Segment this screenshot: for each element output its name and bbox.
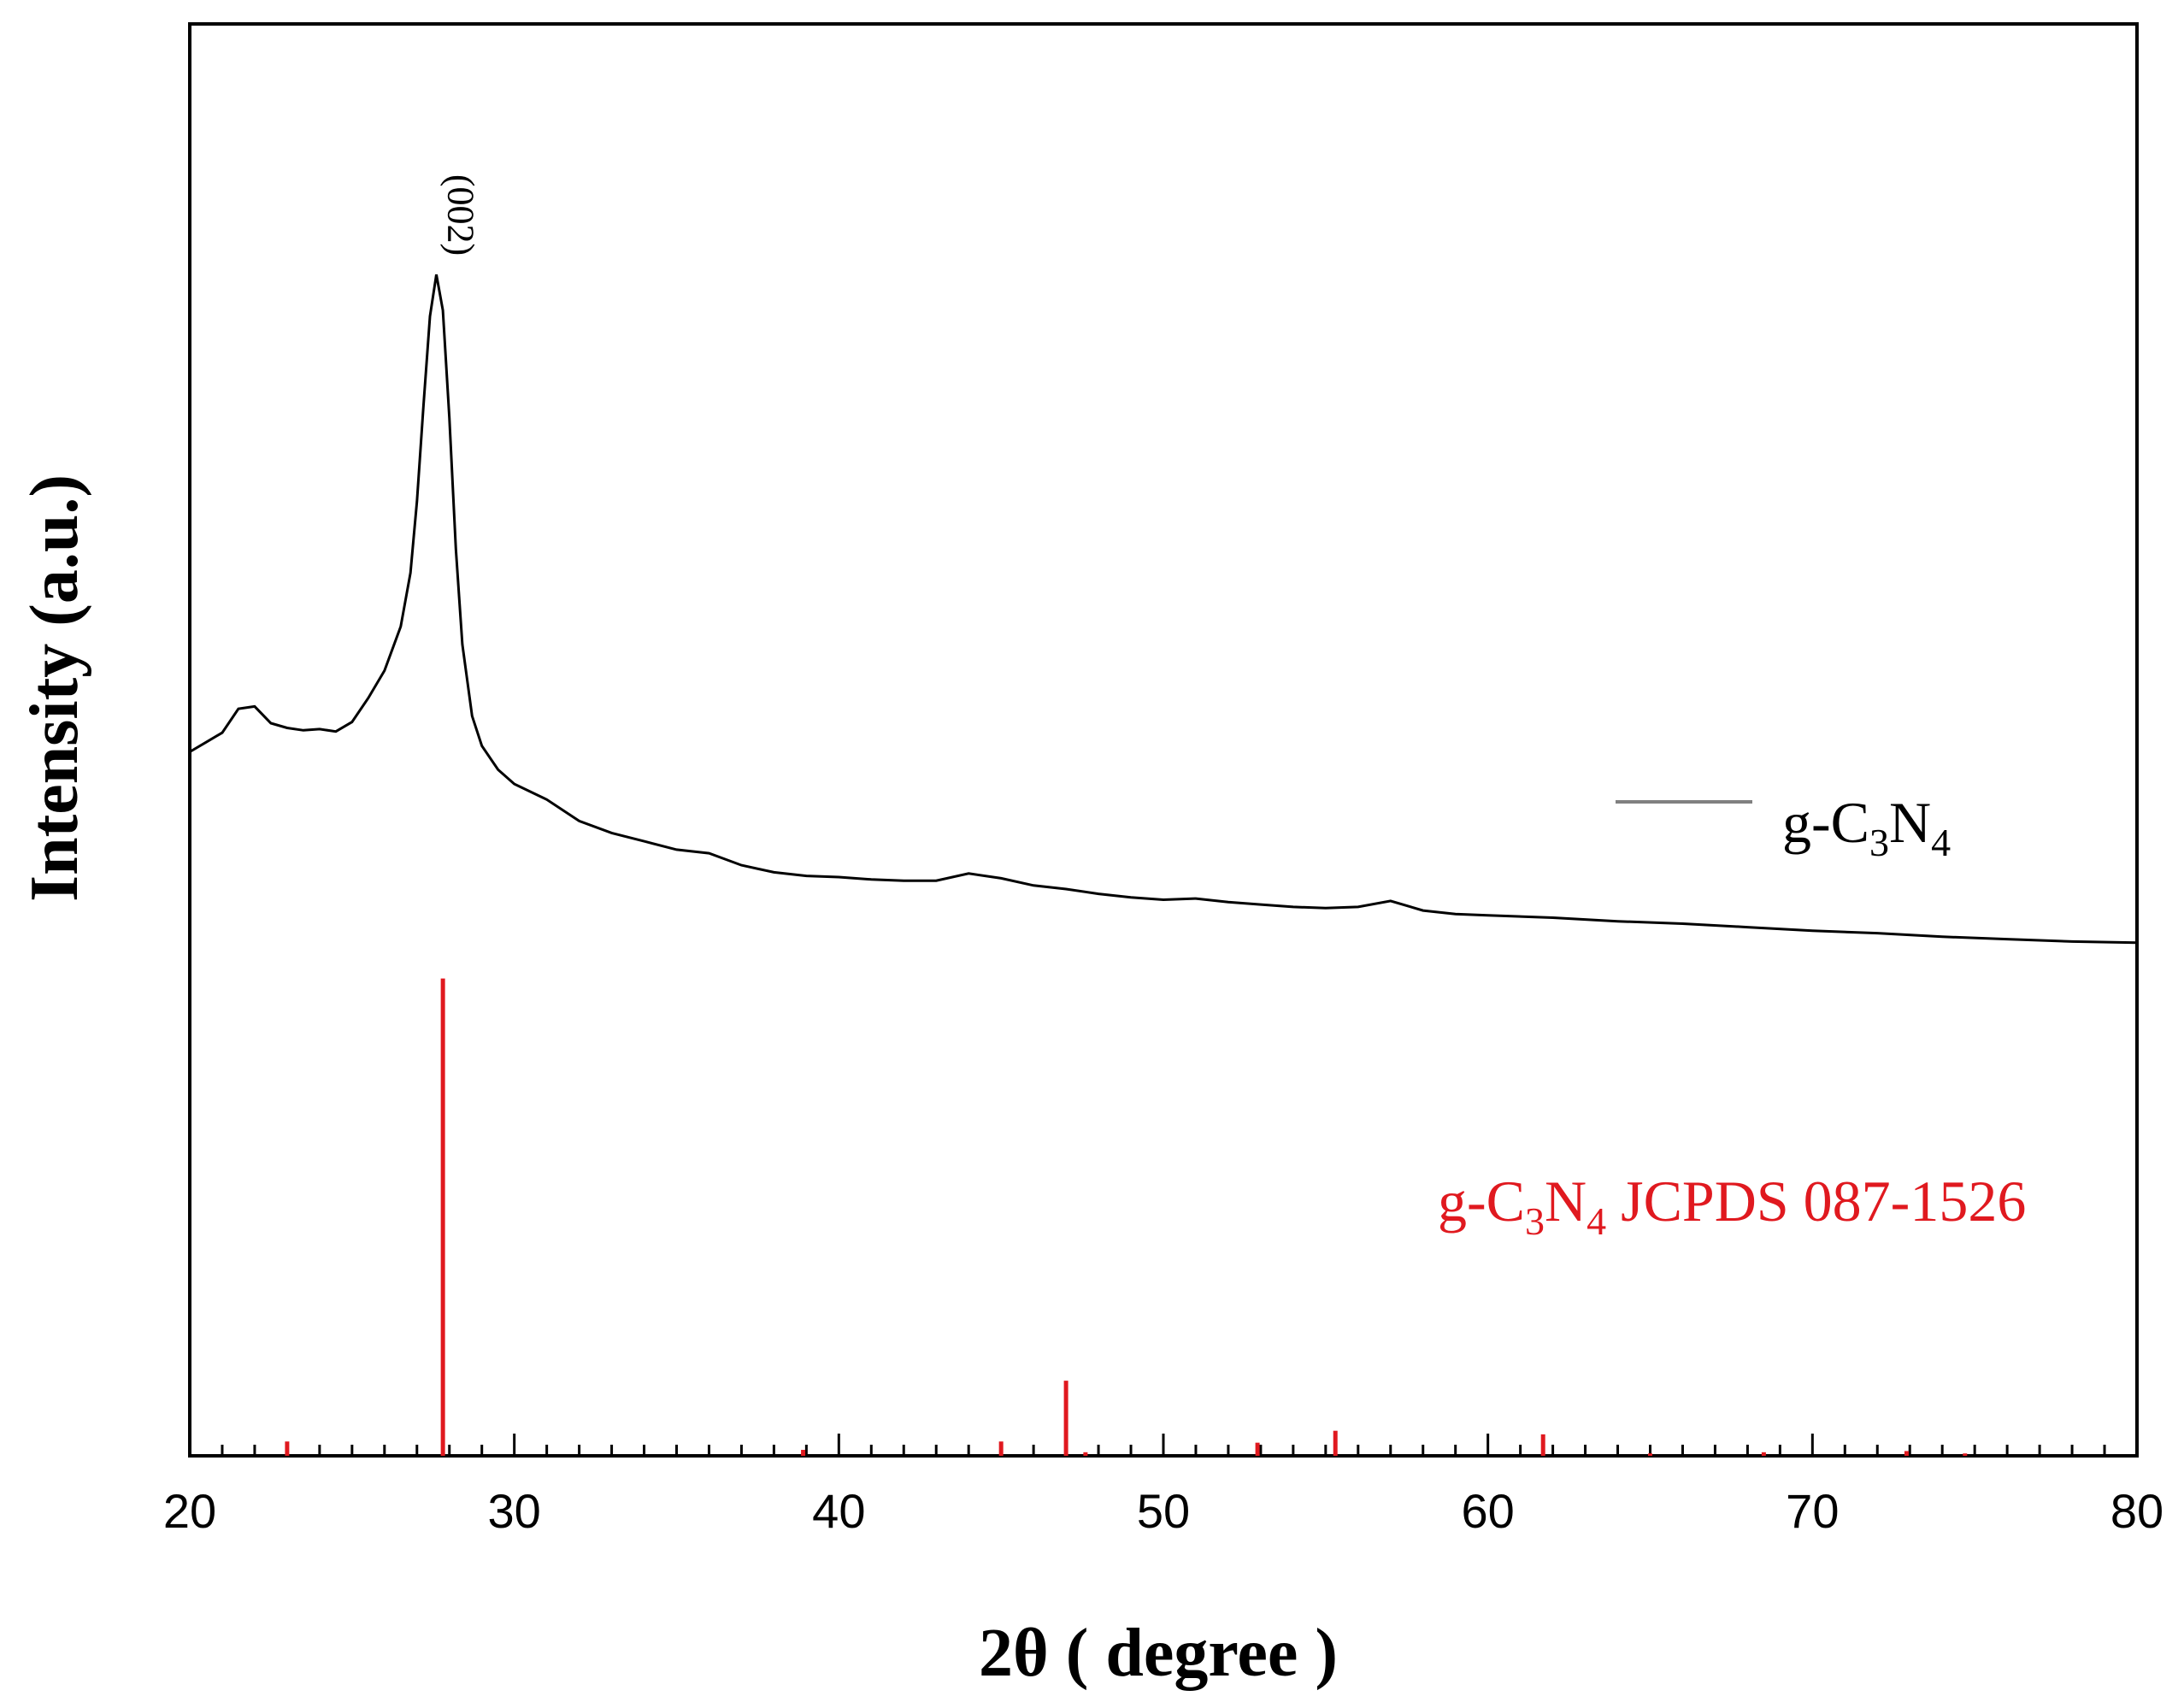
x-axis-tick-labels: 20 30 40 50 60 70 80	[163, 1484, 2163, 1538]
y-axis-title: Intensity (a.u.)	[17, 474, 92, 902]
peak-annotations: (002)	[440, 174, 482, 256]
x-tick-label: 80	[2110, 1484, 2163, 1538]
legend-2-sub1: 3	[1525, 1199, 1545, 1243]
legend-label-pattern: g-C3N4	[1782, 790, 1951, 864]
peak-label-002: (002)	[440, 174, 482, 256]
legend-2-suffix: JCPDS 087-1526	[1606, 1169, 2026, 1234]
x-tick-label: 60	[1462, 1484, 1515, 1538]
legend-label-reference: g-C3N4 JCPDS 087-1526	[1438, 1169, 2026, 1243]
x-tick-label: 70	[1786, 1484, 1839, 1538]
legend-entry-pattern: g-C3N4	[1616, 790, 1951, 864]
legend-2-prefix: g-C	[1438, 1169, 1525, 1234]
x-tick-label: 50	[1137, 1484, 1190, 1538]
x-tick-label: 20	[163, 1484, 216, 1538]
legend-2-mid: N	[1545, 1169, 1586, 1234]
x-axis-title: 2θ ( degree )	[979, 1616, 1338, 1691]
legend-1-sub2: 4	[1931, 821, 1951, 864]
legend-entry-reference: g-C3N4 JCPDS 087-1526	[1438, 1169, 2026, 1243]
legend-1-sub1: 3	[1869, 821, 1889, 864]
x-axis-ticks	[188, 1434, 2139, 1456]
x-tick-label: 40	[812, 1484, 865, 1538]
x-tick-label: 30	[488, 1484, 541, 1538]
series-line-g-c3n4	[189, 274, 2138, 945]
legend-1-mid: N	[1889, 790, 1931, 855]
legend-2-sub2: 4	[1586, 1199, 1606, 1243]
legend-1-prefix: g-C	[1782, 790, 1869, 855]
reference-sticks	[285, 978, 1968, 1456]
